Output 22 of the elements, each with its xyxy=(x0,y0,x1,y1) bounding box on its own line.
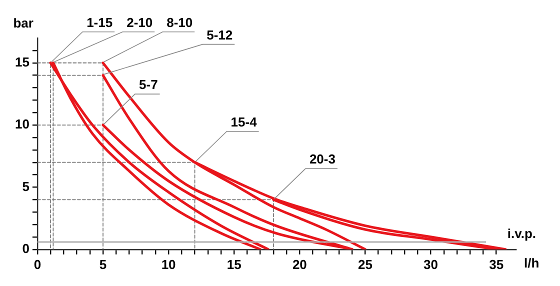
x-tick-label: 20 xyxy=(292,256,307,272)
x-tick-label: 30 xyxy=(424,256,438,272)
annotation: 5-12 xyxy=(206,27,233,42)
annotation: 1-15 xyxy=(86,14,113,30)
y-tick-label: 5 xyxy=(22,178,30,194)
annotation: 20-3 xyxy=(309,152,336,167)
x-tick-label: 0 xyxy=(34,256,42,272)
y-axis-title: bar xyxy=(13,16,34,31)
x-tick-label: 25 xyxy=(358,256,372,272)
x-tick-label: 15 xyxy=(226,256,242,272)
x-axis-title: l/h xyxy=(524,255,540,270)
x-tick-label: 35 xyxy=(489,256,504,272)
x-tick-label: 10 xyxy=(161,256,176,272)
x-tick-label: 5 xyxy=(99,256,107,272)
y-tick-label: 10 xyxy=(14,116,30,132)
y-tick-label: 0 xyxy=(22,240,30,256)
annotation: 8-10 xyxy=(166,14,193,30)
y-tick-label: 15 xyxy=(14,54,30,70)
annotation: 5-7 xyxy=(139,77,158,92)
annotation: 2-10 xyxy=(126,14,153,30)
annotation: 15-4 xyxy=(230,114,258,130)
ref-line-label: i.v.p. xyxy=(507,226,536,242)
